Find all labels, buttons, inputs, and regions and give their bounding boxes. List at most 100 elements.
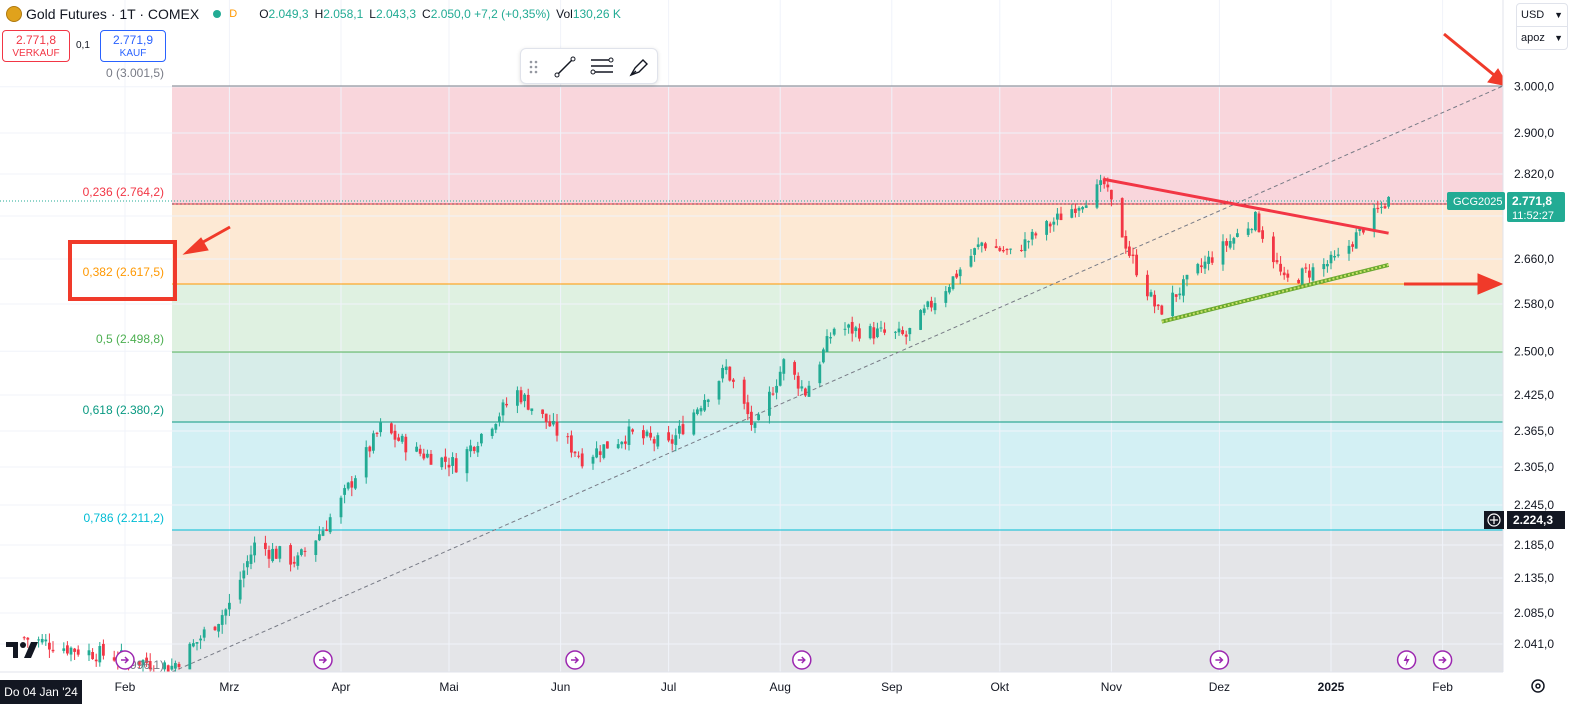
dividend-event-icon[interactable]	[792, 650, 812, 670]
gear-icon[interactable]	[1528, 676, 1548, 696]
fib-label-0786: 0,786 (2.211,2)	[83, 511, 164, 525]
drag-handle-icon[interactable]	[527, 56, 541, 78]
candle-body	[544, 413, 548, 423]
candle-body	[1081, 207, 1084, 210]
candle-body	[364, 447, 368, 478]
candle-body	[1228, 241, 1232, 248]
candle-body	[62, 648, 66, 651]
candle-body	[228, 602, 231, 610]
time-axis[interactable]: Feb Mrz Apr Mai Jun Jul Aug Sep Okt Nov Dez 2025 Feb	[0, 671, 1503, 704]
candle-body	[998, 247, 1002, 251]
candle-body	[246, 561, 249, 568]
candle-body	[1048, 223, 1052, 227]
candle-body	[253, 542, 256, 556]
candle-body	[1160, 305, 1164, 315]
candle-body	[606, 441, 609, 449]
x-tick-label: Apr	[332, 680, 351, 694]
candle-body	[901, 330, 904, 335]
candle-body	[829, 337, 832, 339]
dividend-event-icon[interactable]	[565, 650, 585, 670]
fib-zone-0786-1	[172, 530, 1503, 672]
candle-body	[321, 530, 325, 536]
candle-body	[1171, 292, 1174, 317]
unit-select[interactable]: apoz ▼	[1517, 26, 1567, 49]
candle-body	[580, 453, 584, 467]
candle-body	[1182, 279, 1185, 296]
buy-price: 2.771,9	[112, 33, 154, 47]
candle-body	[37, 639, 40, 641]
dividend-event-icon[interactable]	[1209, 650, 1230, 670]
scale-settings[interactable]: USD ▼ apoz ▼	[1516, 3, 1568, 50]
candle-body	[375, 432, 379, 434]
annotation-arrows	[182, 32, 1509, 295]
y-tick-label: 2.135,0	[1514, 571, 1554, 585]
candle-body	[771, 393, 775, 395]
session-badge: D	[229, 8, 238, 20]
dividend-event-icon[interactable]	[115, 650, 135, 670]
candle-body	[1135, 254, 1138, 276]
fib-highlight-box	[68, 240, 177, 301]
brush-icon[interactable]	[627, 56, 651, 78]
candle-body	[872, 327, 876, 339]
candle-body	[796, 375, 800, 389]
candle-body	[1383, 206, 1387, 209]
trend-lines[interactable]	[1103, 177, 1390, 324]
candle-body	[51, 649, 55, 652]
candle-body	[1304, 267, 1308, 269]
candle-body	[904, 334, 908, 337]
sell-price: 2.771,8	[15, 33, 57, 47]
fib-icon[interactable]	[589, 56, 614, 78]
buy-button[interactable]: 2.771,9 KAUF	[100, 30, 166, 62]
candle-body	[213, 626, 217, 631]
trendline-icon[interactable]	[553, 56, 577, 78]
candle-body	[800, 386, 804, 389]
candle-body	[678, 425, 681, 434]
lightning-event-icon[interactable]	[1396, 650, 1417, 670]
y-tick-label: 2.245,0	[1514, 498, 1554, 512]
candle-body	[602, 444, 606, 458]
candle-body	[728, 366, 732, 381]
candle-body	[879, 327, 883, 329]
candle-body	[976, 244, 980, 247]
dividend-event-icon[interactable]	[1432, 650, 1453, 670]
candle-body	[750, 411, 753, 425]
candle-body	[26, 637, 30, 640]
ohlc-low-label: L	[369, 7, 376, 21]
candle-body	[868, 326, 872, 339]
candle-body	[850, 321, 854, 334]
candle-body	[192, 643, 195, 647]
sell-button[interactable]: 2.771,8 VERKAUF	[2, 30, 70, 62]
candle-body	[1380, 206, 1383, 208]
candle-body	[832, 328, 836, 335]
currency-select[interactable]: USD ▼	[1517, 4, 1567, 26]
candle-body	[1347, 245, 1351, 254]
candles	[22, 174, 1390, 678]
ohlc-high: 2.058,1	[323, 7, 364, 21]
candle-body	[1326, 263, 1329, 267]
event-markers[interactable]	[115, 650, 1453, 670]
price-axis[interactable]: 3.000,02.900,02.820,02.740,02.660,02.580…	[1502, 0, 1576, 704]
candle-body	[66, 645, 69, 654]
candle-body	[339, 497, 343, 518]
candle-body	[1077, 207, 1081, 211]
candle-body	[102, 643, 105, 656]
dividend-event-icon[interactable]	[313, 650, 333, 670]
candle-body	[530, 408, 534, 412]
tradingview-logo[interactable]	[4, 638, 40, 662]
chevron-down-icon: ▼	[1554, 10, 1563, 20]
candle-body	[1174, 294, 1178, 297]
candle-body	[742, 379, 746, 404]
candle-body	[681, 424, 685, 435]
chart-grid	[0, 0, 1503, 672]
fib-label-0236: 0,236 (2.764,2)	[83, 185, 164, 199]
candle-body	[404, 436, 408, 453]
candle-body	[577, 455, 580, 457]
candle-body	[908, 327, 912, 335]
x-tick-label: Feb	[1432, 680, 1453, 694]
x-tick-label: Mai	[439, 680, 458, 694]
candle-body	[447, 464, 451, 468]
symbol-title[interactable]: Gold Futures · 1T · COMEX	[26, 6, 200, 22]
candle-body	[818, 364, 822, 384]
candle-body	[1020, 249, 1023, 252]
